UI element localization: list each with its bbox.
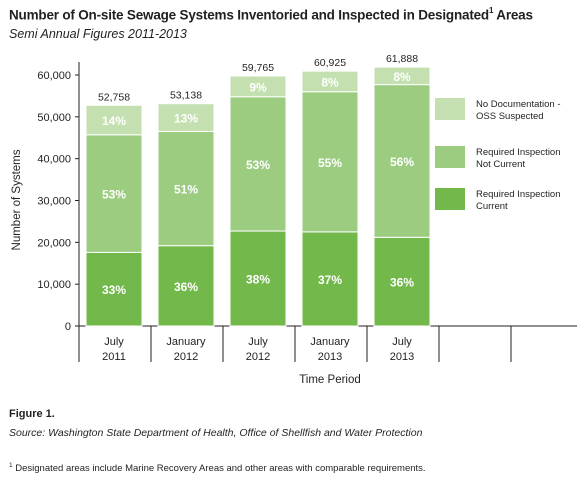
y-tick-label: 50,000 xyxy=(37,112,71,124)
bar-segment xyxy=(157,245,215,327)
bar-total-label: 53,138 xyxy=(170,90,202,102)
y-tick-label: 30,000 xyxy=(37,196,71,208)
legend-swatch xyxy=(435,146,465,168)
bar-percent-label: 36% xyxy=(390,276,414,290)
bar-segment xyxy=(85,134,143,253)
bar-percent-label: 56% xyxy=(390,155,414,169)
bar-percent-label: 9% xyxy=(249,80,267,94)
x-tick-label-line1: July xyxy=(248,336,268,348)
bar-segment xyxy=(157,130,215,247)
bar-percent-label: 13% xyxy=(174,112,198,126)
footnote-text: Designated areas include Marine Recovery… xyxy=(12,463,426,475)
x-tick-label-line1: January xyxy=(310,336,350,348)
legend-label-line2: OSS Suspected xyxy=(476,111,544,122)
chart-subtitle: Semi Annual Figures 2011-2013 xyxy=(9,27,187,41)
title-footnote-marker: 1 xyxy=(488,6,494,15)
bar-percent-label: 37% xyxy=(318,273,342,287)
bar-percent-label: 53% xyxy=(246,158,270,172)
footnote: 1 Designated areas include Marine Recove… xyxy=(9,462,426,474)
bar-percent-label: 8% xyxy=(321,75,339,89)
bar-segment xyxy=(301,70,359,93)
chart-title: Number of On-site Sewage Systems Invento… xyxy=(9,6,533,23)
x-tick-label-line1: July xyxy=(104,336,124,348)
bar-percent-label: 8% xyxy=(393,70,411,84)
bar-segment xyxy=(301,91,359,233)
legend-swatch xyxy=(435,188,465,210)
source-note: Source: Washington State Department of H… xyxy=(9,427,423,439)
legend-swatch xyxy=(435,98,465,120)
bar-percent-label: 55% xyxy=(318,156,342,170)
bar-percent-label: 38% xyxy=(246,273,270,287)
figure-label: Figure 1. xyxy=(9,408,55,420)
x-tick-label-line2: 2013 xyxy=(318,351,342,363)
bar-percent-label: 33% xyxy=(102,283,126,297)
bar-segment xyxy=(229,96,287,232)
x-axis-title: Time Period xyxy=(299,374,361,386)
legend-label-line2: Not Current xyxy=(476,159,525,170)
bar-total-label: 52,758 xyxy=(98,91,130,103)
bar-segment xyxy=(157,103,215,132)
x-tick-label-line1: January xyxy=(166,336,206,348)
y-tick-label: 60,000 xyxy=(37,70,71,82)
x-tick-label-line2: 2012 xyxy=(174,351,198,363)
y-tick-label: 0 xyxy=(65,321,71,333)
bar-segment xyxy=(229,75,287,98)
bar-percent-label: 14% xyxy=(102,114,126,128)
y-tick-label: 20,000 xyxy=(37,237,71,249)
x-tick-label-line2: 2012 xyxy=(246,351,270,363)
bar-total-label: 61,888 xyxy=(386,53,418,65)
y-axis-title: Number of Systems xyxy=(11,149,23,250)
y-tick-label: 10,000 xyxy=(37,279,71,291)
legend-label-line1: No Documentation - xyxy=(476,99,560,110)
x-tick-label-line2: 2011 xyxy=(102,351,126,363)
x-tick-label-line2: 2013 xyxy=(390,351,414,363)
stacked-bar-chart: 0 10,000 20,000 30,000 40,000 50,000 60,000 33%… xyxy=(11,53,577,386)
bar-segment xyxy=(301,231,359,327)
bar-segment xyxy=(85,104,143,136)
bar-percent-label: 36% xyxy=(174,280,198,294)
legend-label-line1: Required Inspection xyxy=(476,189,561,200)
bar-segment xyxy=(373,84,431,238)
legend-label-line1: Required Inspection xyxy=(476,147,561,158)
legend-label-line2: Current xyxy=(476,201,508,212)
bar-segment xyxy=(85,251,143,327)
footnote-marker: 1 xyxy=(9,462,13,469)
bar-total-label: 59,765 xyxy=(242,62,274,74)
x-tick-label-line1: July xyxy=(392,336,412,348)
bar-total-label: 60,925 xyxy=(314,57,346,69)
bar-percent-label: 51% xyxy=(174,183,198,197)
bar-percent-label: 53% xyxy=(102,188,126,202)
y-tick-label: 40,000 xyxy=(37,154,71,166)
bar-segment xyxy=(373,66,431,86)
